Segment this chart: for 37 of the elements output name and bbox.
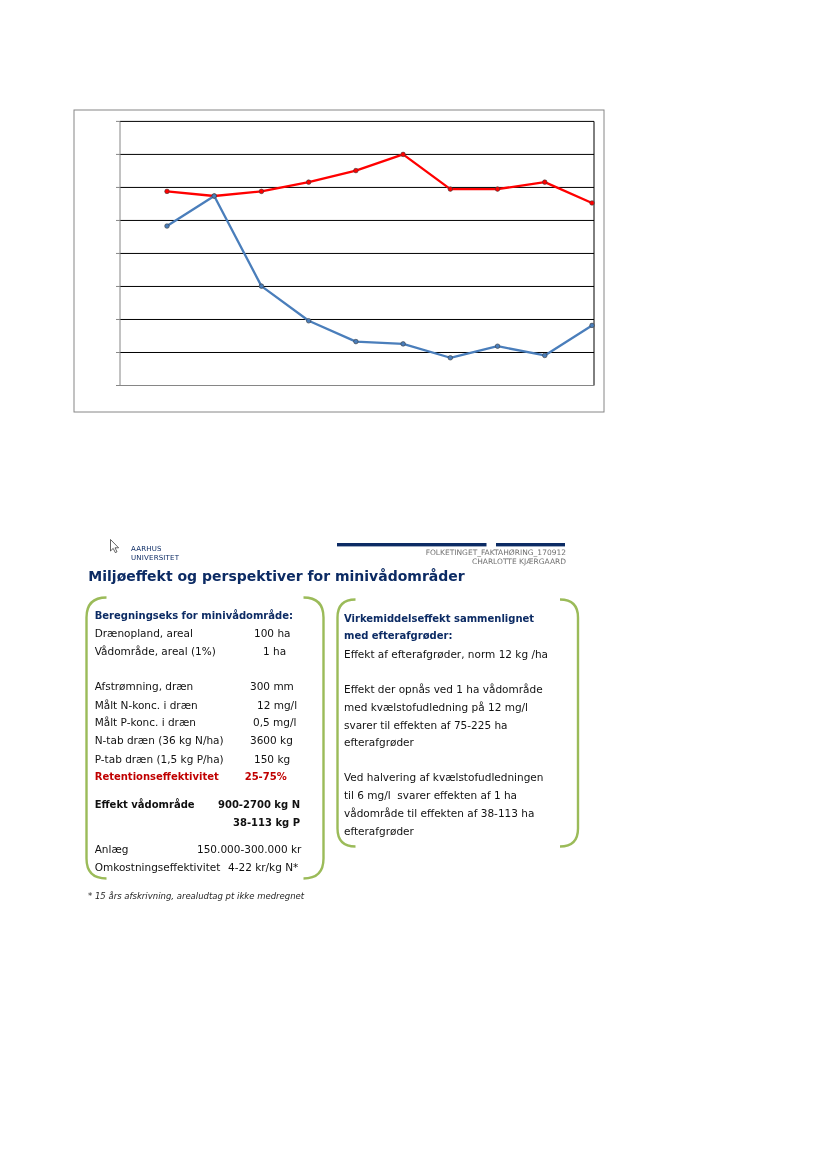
text: 25-75% [244, 771, 287, 783]
text: Effekt af efterafgrøder, norm 12 kg /ha [344, 647, 549, 660]
text: med kvælstofudledning på 12 mg/l [344, 701, 528, 714]
text: Målt P-konc. i dræn [94, 716, 196, 729]
text: svarer til effekten af 75-225 ha [344, 718, 508, 731]
text: Vådområde, areal (1%) [94, 644, 216, 657]
text: Effekt vådområde [94, 797, 195, 810]
text: til 6 mg/l svarer effekten af 1 ha [344, 789, 518, 802]
text: 38-113 kg P [233, 816, 301, 828]
text: 4-22 kr/kg N* [228, 860, 299, 873]
text: 900-2700 kg N [218, 798, 300, 810]
text: efterafgrøder [344, 736, 415, 749]
text: 3600 kg [250, 733, 293, 746]
text: Miljøeffekt og perspektiver for minivådområder [88, 568, 465, 584]
text: Omkostningseffektivitet [94, 860, 221, 873]
text: Målt N-konc. i dræn [94, 698, 198, 711]
text: * 15 års afskrivning, arealudtag pt ikke medregnet [88, 891, 305, 901]
text: 100 ha [254, 627, 291, 639]
text: N-tab dræn (36 kg N/ha) [94, 733, 224, 746]
text: 1 ha [263, 644, 287, 657]
text: Retentionseffektivitet [94, 771, 220, 783]
text: Anlæg [94, 842, 129, 855]
text: Effekt der opnås ved 1 ha vådområde [344, 682, 543, 695]
text: Beregningseks for minivådområde: [94, 609, 293, 622]
text: 150 kg [254, 752, 291, 765]
text: Virkemiddelseffekt sammenlignet [344, 612, 535, 624]
text: Ved halvering af kvælstofudledningen [344, 771, 544, 784]
text: Drænopland, areal [94, 627, 193, 639]
text: vådområde til effekten af 38-113 ha [344, 806, 535, 819]
text: Afstrømning, dræn [94, 680, 194, 693]
text: 150.000-300.000 kr [197, 842, 303, 855]
text: 0,5 mg/l [253, 716, 297, 729]
text: 12 mg/l [257, 698, 298, 711]
text: efterafgrøder [344, 825, 415, 838]
text: P-tab dræn (1,5 kg P/ha) [94, 752, 224, 765]
text: 300 mm [250, 680, 294, 693]
text: med efterafgrøder: [344, 630, 453, 642]
